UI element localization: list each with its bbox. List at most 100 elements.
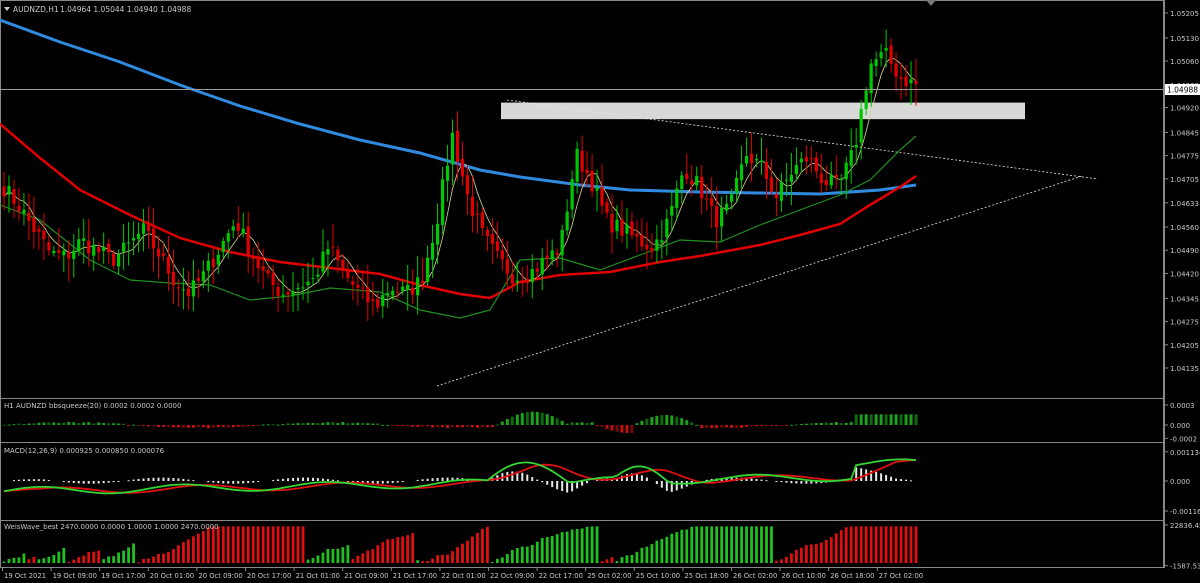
main-price-panel [0,18,1099,387]
weiswave-bar [396,537,400,563]
squeeze-bar [132,424,136,426]
macd-histogram-bar [451,477,454,481]
squeeze-bar [226,425,230,428]
price-tick-label: 1.04205 [1170,342,1199,350]
macd-histogram-bar [860,468,863,481]
weiswave-bar [426,560,430,563]
macd-histogram-bar [730,477,733,481]
squeeze-bar [745,425,749,427]
weiswave-bar [545,537,549,563]
weiswave-bar [97,550,101,563]
candle-body [321,251,325,272]
weiswave-bar [690,526,694,563]
squeeze-bar [341,421,345,425]
weiswave-bar [625,555,629,563]
candle-body [625,224,629,234]
candle-body [495,241,499,251]
squeeze-bar [431,425,435,428]
weiswave-bar [32,556,36,563]
squeeze-bar [406,425,410,427]
weiswave-bar [87,552,91,563]
weiswave-bar [142,558,145,563]
weiswave-bar [401,536,405,563]
macd-histogram-bar [172,478,175,481]
weiswave-bar [466,540,469,563]
squeeze-bar [137,425,141,426]
candle-body [276,286,280,296]
macd-histogram-bar [541,481,544,483]
candle-body [82,238,86,241]
weiswave-bar [261,526,265,563]
macd-histogram-bar [311,477,314,481]
squeeze-bar [421,425,425,427]
squeeze-bar [2,424,6,426]
macd-histogram-bar [635,473,638,481]
macd-histogram-bar [117,481,120,482]
time-tick-label: 25 Oct 02:00 [587,572,631,580]
indicator-tick-label: 0.0003 [1170,402,1195,410]
squeeze-bar [401,425,405,426]
squeeze-bar [216,425,220,428]
weiswave-bar [904,526,908,563]
macd-histogram-bar [426,478,429,481]
candle-body [201,271,205,282]
squeeze-bar [386,424,390,426]
squeeze-bar [446,425,450,429]
candle-body [102,246,106,252]
candle-body [72,250,76,259]
macd-histogram-bar [32,479,35,481]
weiswave-bar [809,544,813,563]
squeeze-bar [625,425,629,433]
weiswave-bar [790,553,793,563]
candle-body [879,52,883,59]
candle-body [331,246,335,248]
squeeze-bar [346,423,350,425]
candle-body [231,226,235,231]
weiswave-bar [490,562,494,564]
candle-body [146,222,151,231]
shift-marker-icon[interactable] [926,0,936,6]
macd-histogram-bar [371,481,374,484]
squeeze-bar [809,423,813,425]
macd-histogram-bar [326,479,329,481]
macd-histogram-bar [396,481,399,483]
squeeze-bar [555,418,559,425]
weiswave-bar [590,526,594,563]
candle-body [610,214,614,233]
squeeze-bar [102,422,106,425]
macd-histogram-bar [556,481,559,490]
squeeze-bar [281,423,285,425]
macd-histogram-bar [391,481,394,483]
squeeze-bar [336,423,340,425]
weiswave-bar [770,526,773,563]
weiswave-bar [371,549,375,563]
squeeze-bar [570,422,574,425]
squeeze-bar [480,425,484,428]
weiswave-bar [834,533,838,563]
dropdown-triangle-icon[interactable] [4,7,10,11]
weiswave-bar [206,527,210,563]
macd-histogram-bar [885,474,888,481]
squeeze-bar [166,425,170,428]
weiswave-bar [550,535,554,563]
macd-histogram-bar [655,481,658,485]
candle-body [181,289,186,291]
squeeze-bar [530,411,534,425]
weiswave-bar [864,526,868,563]
squeeze-bar [784,425,788,426]
macd-histogram-bar [675,481,678,491]
candle-body [161,253,166,256]
candle-body [525,279,529,284]
squeeze-bar [112,423,116,425]
macd-histogram-bar [17,479,20,481]
squeeze-bar [819,422,823,425]
time-tick-label: 21 Oct 09:00 [344,572,388,580]
weiswave-bar [152,556,155,563]
weiswave-bar [381,542,385,563]
weiswave-bar [570,529,574,563]
squeeze-bar [685,420,689,425]
candle-body [256,256,260,269]
candle-body [884,47,888,51]
squeeze-bar [600,425,604,428]
